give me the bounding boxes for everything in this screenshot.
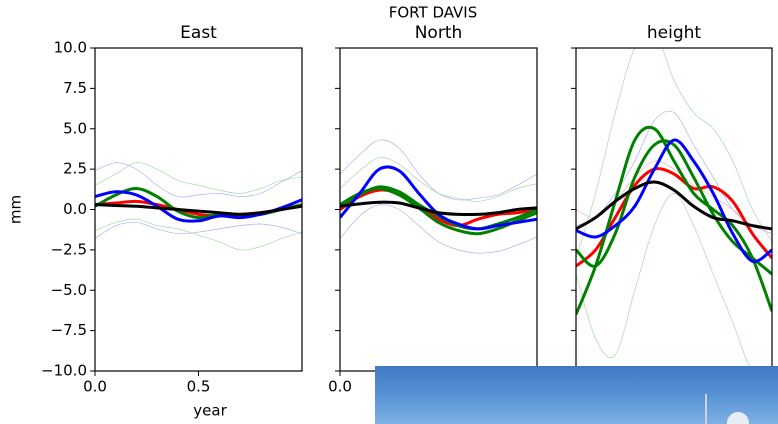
x-tick-label: 0.5 <box>187 378 211 396</box>
x-tick-label: 0.0 <box>328 378 352 396</box>
data-line <box>340 157 537 202</box>
data-line <box>340 165 537 231</box>
data-line <box>95 162 302 198</box>
axes-frame <box>94 47 303 372</box>
photo-overlay <box>375 366 778 424</box>
data-line <box>576 139 772 276</box>
plot-area <box>340 139 537 254</box>
panel-title: height <box>647 23 702 43</box>
y-tick-label: −5.0 <box>51 281 87 299</box>
antenna-dish <box>727 412 749 424</box>
data-line <box>576 167 772 268</box>
plot-area <box>95 162 302 251</box>
data-line <box>95 162 302 194</box>
y-tick-label: −2.5 <box>51 240 87 258</box>
data-line <box>576 125 772 316</box>
data-line <box>576 138 772 264</box>
y-tick-label: 0.0 <box>63 200 87 218</box>
data-line <box>95 199 302 218</box>
y-tick-label: 5.0 <box>63 119 87 137</box>
x-axis-label: year <box>193 402 227 420</box>
axes-frame <box>339 47 538 372</box>
panel-title: North <box>415 23 463 43</box>
data-line <box>95 221 302 239</box>
data-line <box>340 187 537 236</box>
y-tick-label: −7.5 <box>51 321 87 339</box>
figure-title: FORT DAVIS <box>389 4 478 22</box>
data-line <box>340 200 537 217</box>
data-line <box>576 110 772 235</box>
y-tick-label: 10.0 <box>54 39 87 57</box>
data-line <box>576 48 772 259</box>
y-tick-label: 2.5 <box>63 160 87 178</box>
data-line <box>340 188 537 228</box>
data-line <box>576 192 772 371</box>
antenna-mast <box>705 394 707 424</box>
data-line <box>576 180 772 231</box>
panel-title: East <box>180 23 217 43</box>
y-tick-label: 7.5 <box>63 79 87 97</box>
plot-area <box>576 48 772 371</box>
data-line <box>340 204 537 254</box>
y-tick-label: −10.0 <box>41 362 87 380</box>
data-line <box>95 203 302 216</box>
data-line <box>95 218 302 251</box>
x-tick-label: 0.0 <box>83 378 107 396</box>
y-axis-label: mm <box>7 195 25 224</box>
